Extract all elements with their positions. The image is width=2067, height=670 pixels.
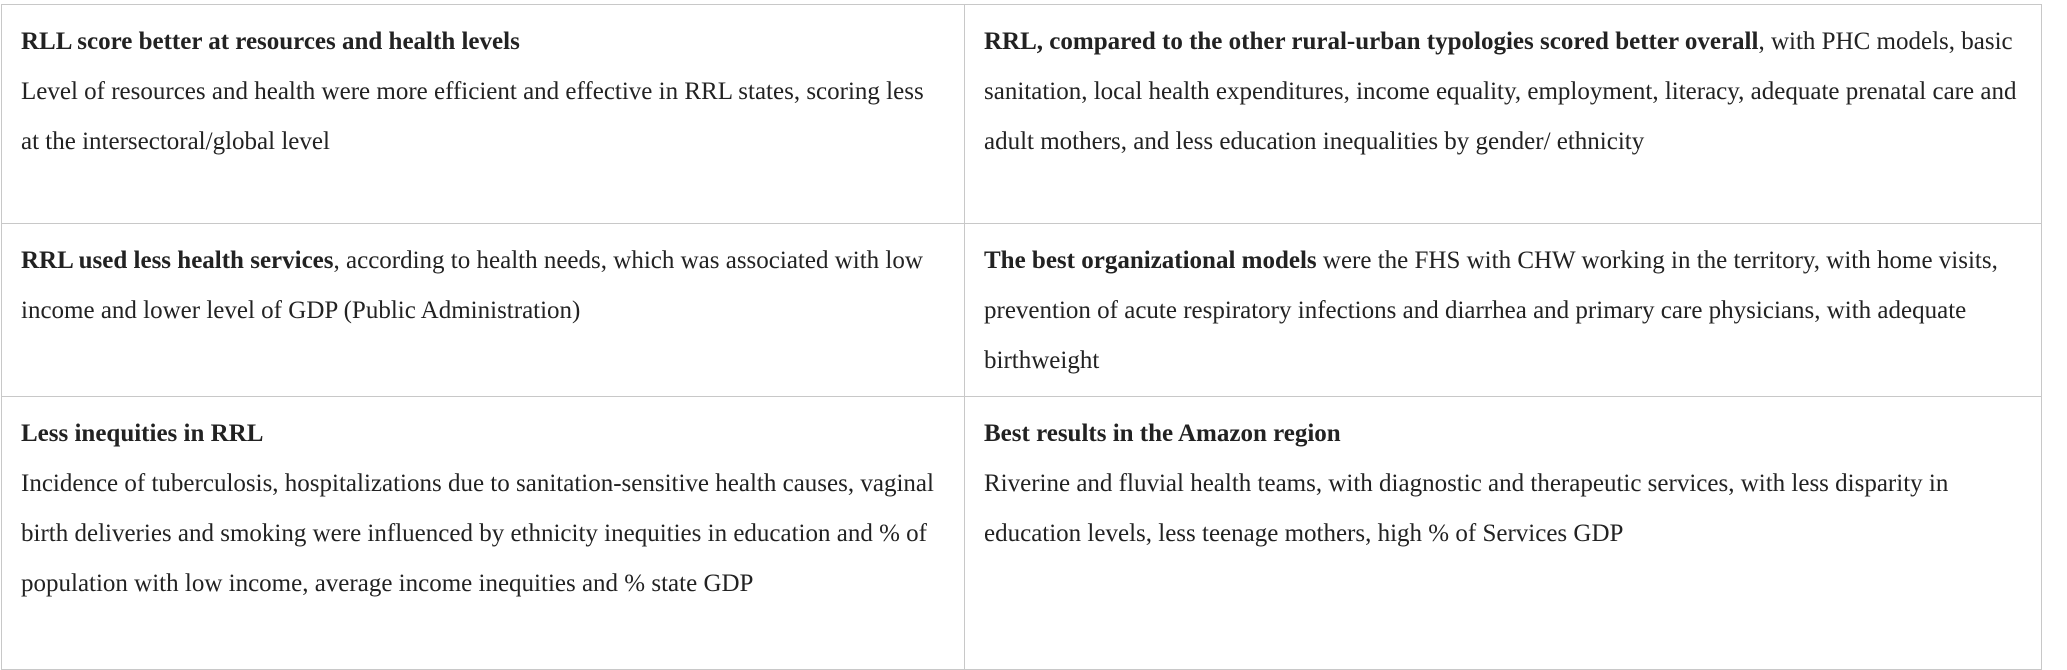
cell-body: Riverine and fluvial health teams, with … — [984, 470, 1949, 547]
table-cell: RLL score better at resources and health… — [1, 4, 965, 224]
cell-heading: Best results in the Amazon region — [984, 420, 1341, 447]
cell-body: , according to health needs, which was a… — [21, 247, 923, 324]
cell-heading: RRL, compared to the other rural-urban t… — [984, 28, 1759, 55]
cell-heading: RRL used less health services — [21, 247, 334, 274]
table-cell: Best results in the Amazon region Riveri… — [964, 396, 2042, 670]
cell-heading: Less inequities in RRL — [21, 420, 264, 447]
cell-paragraph: The best organizational models were the … — [984, 236, 2023, 386]
table-cell: RRL, compared to the other rural-urban t… — [964, 4, 2042, 224]
table-cell: The best organizational models were the … — [964, 223, 2042, 397]
table-row: Less inequities in RRL Incidence of tube… — [1, 396, 2042, 670]
table-row: RLL score better at resources and health… — [1, 4, 2042, 224]
table-cell: RRL used less health services, according… — [1, 223, 965, 397]
cell-body: , with PHC models, basic sanitation, loc… — [984, 28, 2017, 155]
cell-paragraph: RRL, compared to the other rural-urban t… — [984, 17, 2023, 167]
table-cell: Less inequities in RRL Incidence of tube… — [1, 396, 965, 670]
cell-paragraph: RRL used less health services, according… — [21, 236, 946, 336]
table-row: RRL used less health services, according… — [1, 223, 2042, 397]
cell-heading: The best organizational models — [984, 247, 1317, 274]
findings-table: RLL score better at resources and health… — [1, 4, 2042, 670]
cell-body: Incidence of tuberculosis, hospitalizati… — [21, 470, 934, 597]
cell-body: were the FHS with CHW working in the ter… — [984, 247, 1998, 374]
cell-heading: RLL score better at resources and health… — [21, 28, 520, 55]
cell-body: Level of resources and health were more … — [21, 78, 924, 155]
